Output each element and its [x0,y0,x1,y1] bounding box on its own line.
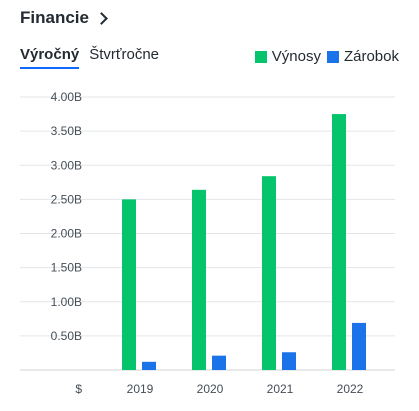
legend-item-revenue: Výnosy [254,48,321,65]
bar-earnings-2020 [212,355,226,370]
x-tick-label: 2021 [267,382,294,396]
chart-legend: Výnosy Zárobok [253,48,399,65]
x-tick-label: 2019 [127,382,154,396]
bar-earnings-2021 [282,352,296,370]
legend-swatch-revenue [254,50,267,63]
y-tick-label: 3.00B [51,158,82,172]
period-tabs: Výročný Štvrťročne [20,46,159,69]
bar-revenue-2021 [262,176,276,370]
y-tick-label: 1.50B [51,261,82,275]
legend-label-revenue: Výnosy [271,48,321,65]
tab-quarterly[interactable]: Štvrťročne [89,46,160,63]
bar-revenue-2020 [192,189,206,370]
y-tick-label: 3.50B [51,124,82,138]
y-tick-label: 0.50B [51,329,82,343]
y-base-label: $ [75,382,82,396]
bar-earnings-2022 [352,322,366,370]
y-tick-label: 2.50B [51,192,82,206]
tab-annual[interactable]: Výročný [20,46,80,69]
y-tick-label: 2.00B [51,227,82,241]
bar-revenue-2022 [332,114,346,370]
legend-label-earnings: Zárobok [343,48,399,65]
legend-swatch-earnings [326,50,339,63]
bar-revenue-2019 [122,199,136,370]
y-tick-label: 4.00B [51,90,82,104]
x-tick-label: 2020 [197,382,224,396]
legend-item-earnings: Zárobok [326,48,399,65]
bar-earnings-2019 [142,361,156,370]
section-title: Financie [20,8,89,27]
y-tick-label: 1.00B [51,295,82,309]
x-tick-label: 2022 [337,382,364,396]
financials-header[interactable]: Financie [20,8,108,28]
